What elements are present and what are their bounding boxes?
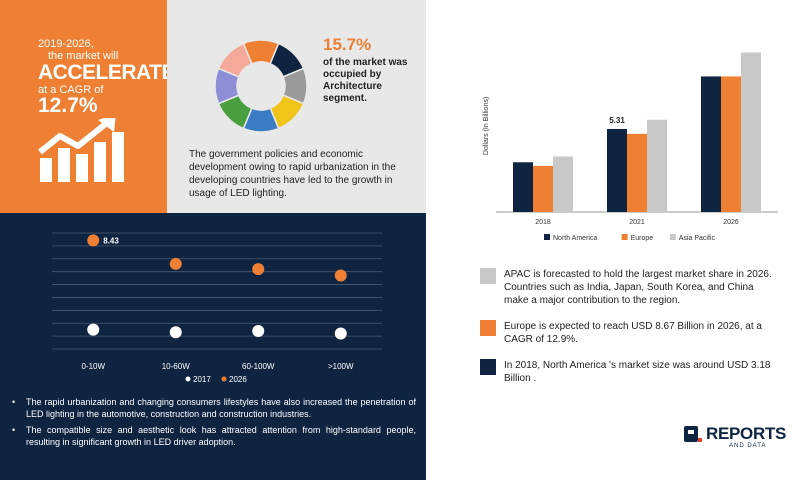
period-text: 2019-2026, xyxy=(38,38,94,50)
x-tick-label: 60-100W xyxy=(242,362,275,371)
x-tick-label: 2018 xyxy=(535,219,551,226)
bullet-item: The compatible size and aesthetic look h… xyxy=(12,425,416,448)
segment-share-description: of the market was occupied by Architectu… xyxy=(323,57,408,104)
legend-swatch xyxy=(621,234,628,240)
legend-label: Europe xyxy=(631,235,654,242)
note-text: APAC is forecasted to hold the largest m… xyxy=(504,269,772,306)
bar xyxy=(647,119,667,212)
logo-name: REPORTS xyxy=(706,424,787,443)
note-north-america: In 2018, North America 's market size wa… xyxy=(480,359,772,385)
x-tick-label: 2026 xyxy=(723,219,739,226)
note-text: Europe is expected to reach USD 8.67 Bil… xyxy=(504,321,762,345)
note-text: In 2018, North America 's market size wa… xyxy=(504,360,771,384)
bar xyxy=(701,76,721,212)
x-tick-label: >100W xyxy=(328,362,354,371)
note-swatch xyxy=(480,268,496,284)
bar xyxy=(627,133,647,212)
y-axis-label: Dollars (In Billions) xyxy=(483,97,490,155)
data-point xyxy=(334,269,347,282)
data-label: 8.43 xyxy=(103,236,119,245)
note-swatch xyxy=(480,320,496,336)
note-apac: APAC is forecasted to hold the largest m… xyxy=(480,268,772,307)
logo-subtitle: AND DATA xyxy=(729,443,767,449)
data-point xyxy=(252,324,265,337)
bullet-item: The rapid urbanization and changing cons… xyxy=(12,397,416,420)
bar xyxy=(721,76,741,212)
segment-paragraph: The government policies and economic dev… xyxy=(189,149,396,199)
note-europe: Europe is expected to reach USD 8.67 Bil… xyxy=(480,320,772,346)
x-tick-label: 10-60W xyxy=(162,362,190,371)
accelerate-heading: ACCELERATE xyxy=(38,61,175,84)
data-point xyxy=(169,326,182,339)
bar xyxy=(533,165,553,212)
market-will-text: the market will xyxy=(48,50,119,62)
data-point xyxy=(87,234,100,247)
bullet-list: The rapid urbanization and changing cons… xyxy=(12,397,416,453)
bar xyxy=(513,162,533,212)
wattage-dot-plot: 0-10W 8.43 10-60W 60-100W >100W 2017 2026 xyxy=(52,232,382,384)
bar xyxy=(607,128,627,212)
legend-label: Asia Pacific xyxy=(679,235,716,242)
regional-bar-chart: Dollars (In Billions) 2018 2021 5.31 2026 Nor… xyxy=(483,52,778,242)
wattage-panel: 0-10W 8.43 10-60W 60-100W >100W 2017 2026 The … xyxy=(0,213,426,480)
data-label: 5.31 xyxy=(609,116,625,125)
legend-swatch xyxy=(544,234,550,240)
legend-swatch xyxy=(669,234,676,240)
bar xyxy=(741,52,761,212)
segment-panel: 15.7% of the market was occupied by Arch… xyxy=(167,0,426,213)
segment-share-value: 15.7% xyxy=(323,35,372,54)
data-point xyxy=(334,327,347,340)
legend-label: 2017 xyxy=(193,375,211,384)
cagr-panel: 2019-2026, the market will ACCELERATE at… xyxy=(0,0,175,213)
cagr-label: at a CAGR of xyxy=(38,84,104,96)
note-swatch xyxy=(480,359,496,375)
data-point xyxy=(252,263,265,276)
bar xyxy=(553,156,573,212)
cagr-value: 12.7% xyxy=(38,94,98,117)
legend-swatch xyxy=(221,376,227,382)
x-tick-label: 0-10W xyxy=(81,362,105,371)
legend-swatch xyxy=(185,376,191,382)
x-tick-label: 2021 xyxy=(629,219,645,226)
donut-slice xyxy=(217,42,253,78)
data-point xyxy=(87,323,100,336)
data-point xyxy=(169,257,182,270)
growth-chart-icon xyxy=(38,118,124,182)
legend-label: 2026 xyxy=(229,375,247,384)
logo-mark-icon xyxy=(684,426,702,442)
legend-label: North America xyxy=(553,235,597,242)
segment-donut-chart xyxy=(214,39,308,133)
